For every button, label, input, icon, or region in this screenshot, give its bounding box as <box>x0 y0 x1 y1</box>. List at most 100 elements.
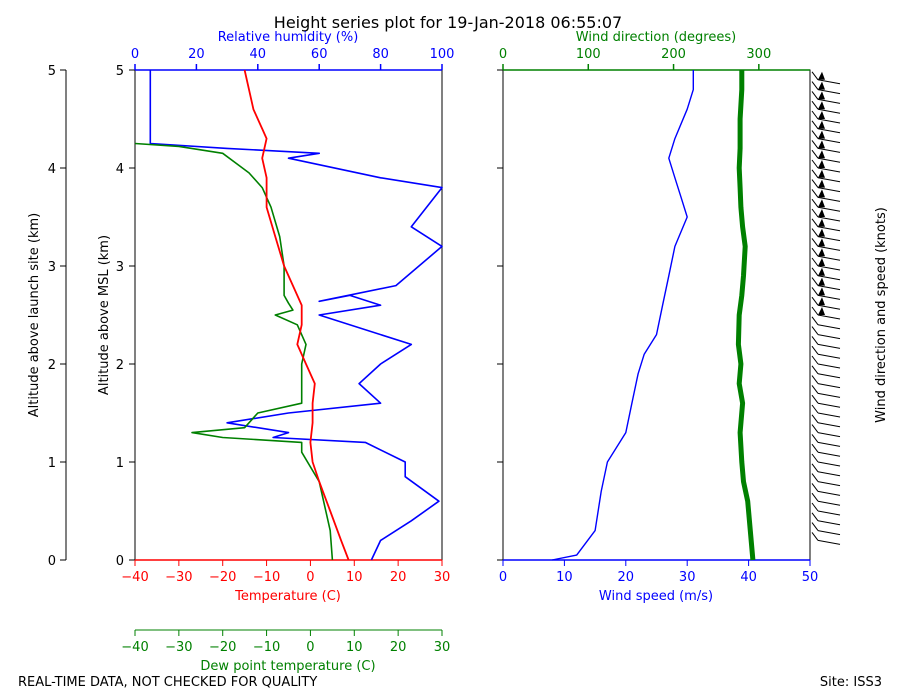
wind-barb-feather <box>811 110 819 120</box>
wind-barb-label: Wind direction and speed (knots) <box>874 207 889 423</box>
wind-barb <box>811 159 841 173</box>
wind-barb-feather <box>811 238 819 247</box>
wind-barbs <box>811 71 841 545</box>
wind-barb-pennant <box>818 277 825 286</box>
wind-barb-feather <box>811 140 819 149</box>
wind-barb <box>811 512 841 526</box>
wind-speed-tick-label: 0 <box>499 570 507 585</box>
wind-barb <box>811 336 841 349</box>
wind-barb-staff <box>817 147 841 153</box>
msl-altitude-label: Altitude above MSL (km) <box>97 235 112 395</box>
wind-speed-tick-label: 40 <box>740 570 757 585</box>
msl-altitude-tick-label: 0 <box>116 554 124 569</box>
rh-tick-label: 0 <box>131 47 139 62</box>
wind-barb-feather <box>811 336 819 345</box>
wind-barb-feather <box>811 316 819 326</box>
wind-barb-staff <box>817 275 841 281</box>
wind-barb <box>811 149 841 163</box>
wind-barb-feather <box>811 424 819 433</box>
wind-barb-staff <box>817 118 841 124</box>
wind-barb-staff <box>817 236 841 242</box>
wind-barb-feather <box>811 208 819 218</box>
wind-barb <box>811 434 841 447</box>
wind-barb <box>811 228 841 242</box>
wind-barb-pennant <box>818 258 825 266</box>
dewpoint-series-line <box>134 142 334 561</box>
rh-tick-label: 80 <box>372 47 389 62</box>
wind-barb-feather <box>811 100 819 110</box>
wind-barb <box>811 365 841 379</box>
axis-ticks: 0 0 1 1 2 2 3 3 4 4 5 5 −40 −30 −20 −10 0 10 20 30 −40 −30 −20… <box>48 47 819 655</box>
wind-barb-staff <box>817 373 841 379</box>
wind-barb-feather <box>811 385 819 394</box>
temperature-axis-label: Temperature (C) <box>234 589 341 604</box>
wind-barb-staff <box>817 285 841 291</box>
wind-barb-staff <box>817 500 841 506</box>
wind-barb-pennant <box>818 189 825 198</box>
rh-tick-label: 100 <box>430 47 455 62</box>
temperature-tick-label: −40 <box>121 570 148 585</box>
wind-barb-staff <box>817 157 841 163</box>
wind-barb-pennant <box>818 218 825 227</box>
wind-barb <box>811 247 841 261</box>
wind-barb <box>811 71 841 85</box>
wind-barb-pennant <box>818 71 825 80</box>
wind-barb <box>811 208 841 222</box>
wind-barb <box>811 453 841 467</box>
wind-barb-staff <box>817 412 841 418</box>
wind-barb-feather <box>811 414 819 424</box>
rh-series-line <box>149 70 443 561</box>
wind-speed-series-line <box>551 70 694 561</box>
wind-barb-feather <box>811 267 819 277</box>
wind-barb <box>811 238 841 251</box>
footer-quality-note: REAL-TIME DATA, NOT CHECKED FOR QUALITY <box>18 675 317 690</box>
wind-barb <box>811 316 841 330</box>
wind-barb <box>811 100 841 114</box>
wind-barb-feather <box>811 81 819 90</box>
wind-direction-tick-label: 200 <box>661 47 686 62</box>
wind-speed-tick-label: 30 <box>679 570 696 585</box>
wind-barb-staff <box>817 353 841 359</box>
wind-barb-pennant <box>818 101 825 110</box>
dewpoint-tick-label: −40 <box>121 640 148 655</box>
temperature-tick-label: −30 <box>165 570 192 585</box>
wind-barb <box>811 404 841 418</box>
wind-direction-series-line <box>735 70 756 561</box>
wind-barb-staff <box>817 304 841 310</box>
launch-altitude-label: Altitude above launch site (km) <box>27 213 42 417</box>
wind-barb-staff <box>817 196 841 202</box>
msl-altitude-tick-label: 5 <box>116 64 124 79</box>
wind-barb-feather <box>811 355 819 365</box>
footer-site: Site: ISS3 <box>820 675 882 690</box>
wind-barb-pennant <box>818 248 825 257</box>
wind-barb-staff <box>817 314 841 320</box>
wind-barb-feather <box>811 345 819 355</box>
wind-barb-staff <box>817 402 841 408</box>
wind-barb-staff <box>817 392 841 398</box>
rh-tick-label: 20 <box>188 47 205 62</box>
launch-altitude-tick-label: 3 <box>48 260 56 275</box>
wind-barb-pennant <box>818 169 825 178</box>
wind-direction-tick-label: 100 <box>576 47 601 62</box>
rh-axis-label: Relative humidity (%) <box>218 30 359 45</box>
wind-barb <box>811 189 841 202</box>
dewpoint-tick-label: −10 <box>253 640 280 655</box>
wind-barb-feather <box>811 277 819 286</box>
msl-altitude-tick-label: 4 <box>116 162 124 177</box>
wind-barb-feather <box>811 189 819 198</box>
wind-barb-staff <box>817 432 841 438</box>
wind-barb-staff <box>817 490 841 496</box>
wind-barb-feather <box>811 483 819 492</box>
temperature-tick-label: −20 <box>209 570 236 585</box>
wind-barb <box>811 277 841 291</box>
wind-barb-staff <box>817 98 841 104</box>
dewpoint-tick-label: 30 <box>434 640 451 655</box>
wind-speed-tick-label: 20 <box>618 570 635 585</box>
dewpoint-tick-label: −30 <box>165 640 192 655</box>
launch-altitude-tick-label: 2 <box>48 358 56 373</box>
wind-barb-feather <box>811 120 819 130</box>
launch-altitude-tick-label: 0 <box>48 554 56 569</box>
wind-barb-pennant <box>818 199 825 208</box>
wind-barb-pennant <box>818 238 825 247</box>
wind-barb-staff <box>817 245 841 251</box>
